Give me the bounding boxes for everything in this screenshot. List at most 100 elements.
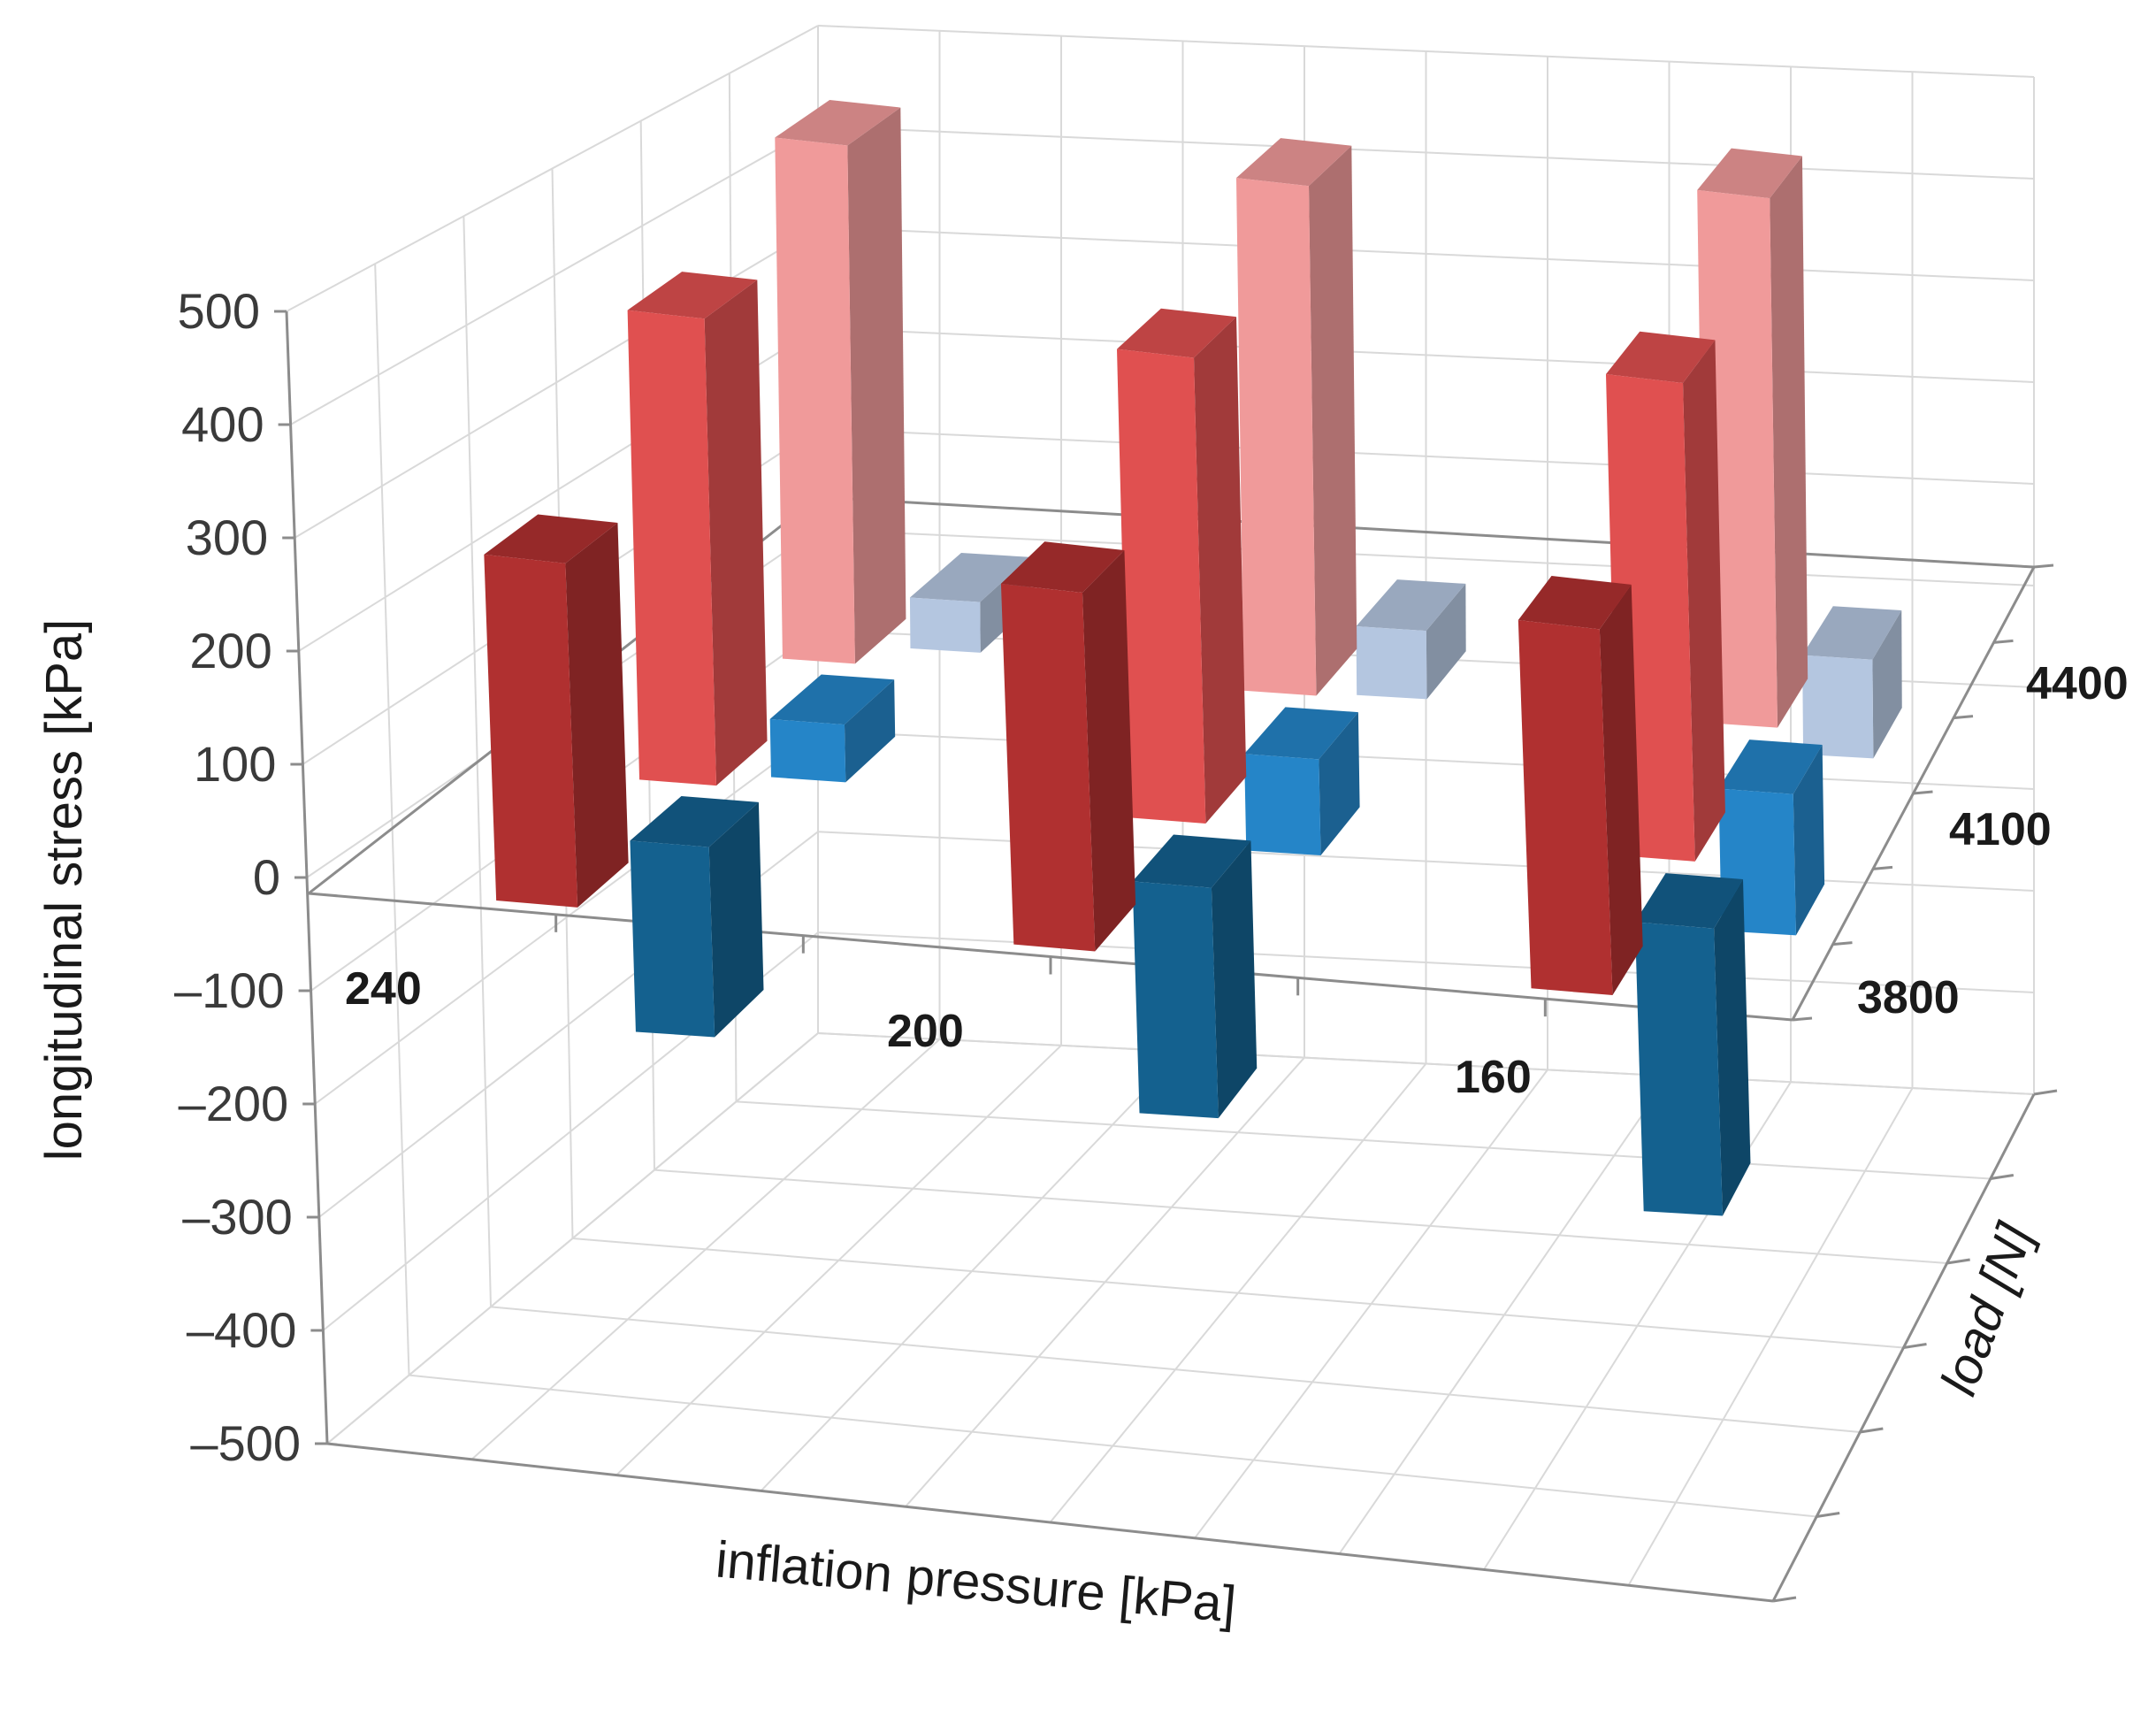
bar-front-face (630, 840, 715, 1038)
bar-top-face (1132, 834, 1251, 888)
bar-top-face (1356, 579, 1466, 632)
bar-3800-max-200 (1000, 541, 1136, 952)
bar-front-face (909, 597, 981, 653)
bar-4100-max-200 (1116, 308, 1247, 824)
gridline-floor (736, 1100, 1991, 1180)
bar-4400-max-200 (1235, 138, 1357, 696)
x-category-label: 240 (345, 963, 422, 1015)
bar-side-face (565, 523, 629, 908)
y-axis-title: longitudinal stress [kPa] (35, 619, 93, 1161)
gridline-floor (654, 1169, 1947, 1264)
bar-front-face (484, 554, 578, 908)
bar-front-face (1000, 583, 1096, 952)
z-category-label: 4400 (2026, 658, 2129, 709)
bar-side-face (1308, 145, 1357, 696)
bar-front-face (1116, 349, 1206, 824)
bar-top-face (1000, 541, 1125, 594)
z-category-label: 4100 (1949, 804, 2052, 855)
z-tick-mark (1872, 865, 1893, 870)
gridline-left-vertical (374, 264, 410, 1376)
bar-4400-max-240 (775, 100, 906, 664)
z-tick-mark (1860, 1427, 1884, 1434)
bar-3800-min-160 (1634, 873, 1751, 1216)
gridline-floor (490, 1306, 1861, 1433)
z-tick-mark (1990, 1174, 2015, 1180)
z-tick-mark (1913, 790, 1933, 795)
bar-top-face (1802, 606, 1902, 660)
z-category-label: 3800 (1857, 972, 1960, 1023)
z-axis-title: load [N] (1930, 1215, 2045, 1403)
bar-3800-max-240 (484, 514, 629, 908)
y-tick-label: 200 (189, 623, 271, 678)
bar-side-face (1211, 840, 1258, 1119)
bar-side-face (1714, 878, 1751, 1216)
bar-top-face (775, 100, 901, 146)
bar-front-face (1235, 178, 1317, 696)
x-axis-floor-line (326, 1442, 1774, 1603)
y-tick-label: –400 (187, 1302, 297, 1358)
y-tick-label: 300 (186, 510, 268, 565)
bar-top-face (1697, 148, 1802, 199)
bar-front-face (1802, 655, 1874, 759)
bars-layer (484, 100, 1902, 1216)
y-tick-label: 400 (181, 396, 264, 452)
bar-top-face (484, 514, 618, 563)
y-tick-label: 0 (253, 849, 280, 905)
x-category-label: 160 (1455, 1052, 1532, 1103)
bar-front-face (769, 718, 846, 783)
bar-side-face (1194, 317, 1247, 824)
bar-front-face (1356, 626, 1427, 700)
bar-4100-min-200 (1244, 707, 1360, 856)
y-tick-label: –200 (179, 1076, 289, 1131)
bar-3800-min-240 (630, 795, 764, 1038)
bar-4400-min-160 (1802, 606, 1902, 759)
z-tick-mark (1832, 941, 1853, 946)
bar-front-face (1132, 881, 1219, 1119)
bar-top-face (1718, 740, 1823, 794)
bar-side-face (1599, 584, 1643, 996)
z-tick-mark (2033, 1089, 2058, 1096)
bar-top-face (1634, 873, 1744, 929)
bar-side-face (1770, 156, 1808, 728)
bar-top-face (627, 272, 758, 319)
bar-side-face (1683, 340, 1725, 862)
bar-top-face (1244, 707, 1358, 760)
z-tick-mark (1993, 639, 2014, 644)
bar-top-face (630, 795, 759, 847)
z-tick-mark (1946, 1258, 1970, 1265)
bar-side-face (1793, 744, 1825, 936)
bar-4100-min-240 (769, 674, 896, 783)
bar-front-face (775, 137, 855, 664)
z-tick-mark (2033, 563, 2054, 569)
bar-front-face (1518, 620, 1613, 996)
gridline-floor (572, 1238, 1904, 1349)
bar-3800-max-160 (1518, 576, 1643, 996)
bar-top-face (769, 674, 895, 725)
bar-side-face (844, 679, 896, 783)
y-tick-label: 100 (194, 736, 276, 792)
z-tick-mark (1816, 1512, 1840, 1518)
bar-front-face (1634, 922, 1723, 1216)
gridline-floor (817, 1032, 2035, 1095)
bar-4400-min-200 (1356, 579, 1466, 700)
bar-side-face (1426, 583, 1466, 700)
bar-side-face (847, 107, 906, 664)
bar-3800-min-200 (1132, 834, 1258, 1119)
y-tick-label: 500 (178, 283, 260, 339)
y-tick-label: –300 (182, 1189, 293, 1245)
bar-side-face (704, 280, 768, 786)
x-category-label: 200 (887, 1006, 964, 1057)
bar-front-face (1244, 754, 1321, 856)
bar-front-face (627, 310, 717, 786)
z-tick-mark (1903, 1343, 1927, 1349)
z-tick-mark (1953, 715, 1974, 720)
bar-4100-max-240 (627, 272, 768, 786)
z-tick-mark (1772, 1596, 1797, 1603)
bar-side-face (708, 801, 764, 1038)
x-axis-title: inflation pressure [kPa] (714, 1530, 1238, 1633)
bar-side-face (1872, 610, 1902, 759)
y-tick-label: –500 (190, 1415, 301, 1471)
bar-top-face (1605, 331, 1716, 383)
gridline-floor (409, 1374, 1817, 1518)
